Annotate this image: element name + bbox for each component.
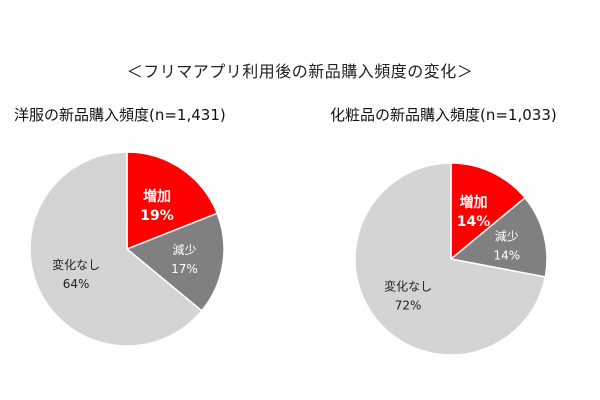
pie1-slice-1 bbox=[449, 196, 548, 278]
pie1-slice-2 bbox=[354, 162, 547, 356]
pie1-slice-2-label: 変化なし bbox=[384, 278, 432, 293]
pie0-slice-0 bbox=[126, 151, 219, 251]
pie0-slice-1-label: 減少 bbox=[172, 242, 196, 257]
pie1-slice-2-value: 72% bbox=[395, 298, 422, 312]
figure-title: ＜フリマアプリ利用後の新品購入頻度の変化＞ bbox=[126, 62, 474, 81]
pie0-slice-2-label: 変化なし bbox=[52, 257, 100, 272]
chart-title-cosmetics: 化粧品の新品購入頻度(n=1,033) bbox=[330, 106, 557, 124]
pie1-slice-0-value: 14% bbox=[457, 214, 491, 230]
pie0-slice-0-label: 増加 bbox=[143, 188, 171, 205]
pie1-slice-1-value: 14% bbox=[493, 249, 520, 263]
pie0-slice-2 bbox=[29, 151, 203, 347]
pie0-slice-1 bbox=[125, 212, 225, 312]
pie0-slice-1-value: 17% bbox=[171, 262, 198, 276]
pie0-slice-2-value: 64% bbox=[63, 277, 90, 291]
chart-title-clothing: 洋服の新品購入頻度(n=1,431) bbox=[14, 106, 226, 124]
pie1-slice-0-label: 増加 bbox=[459, 194, 487, 211]
pie1-slice-1-label: 減少 bbox=[495, 229, 519, 244]
pie0-slice-0-value: 19% bbox=[140, 208, 174, 224]
pie1-slice-0 bbox=[450, 162, 527, 261]
